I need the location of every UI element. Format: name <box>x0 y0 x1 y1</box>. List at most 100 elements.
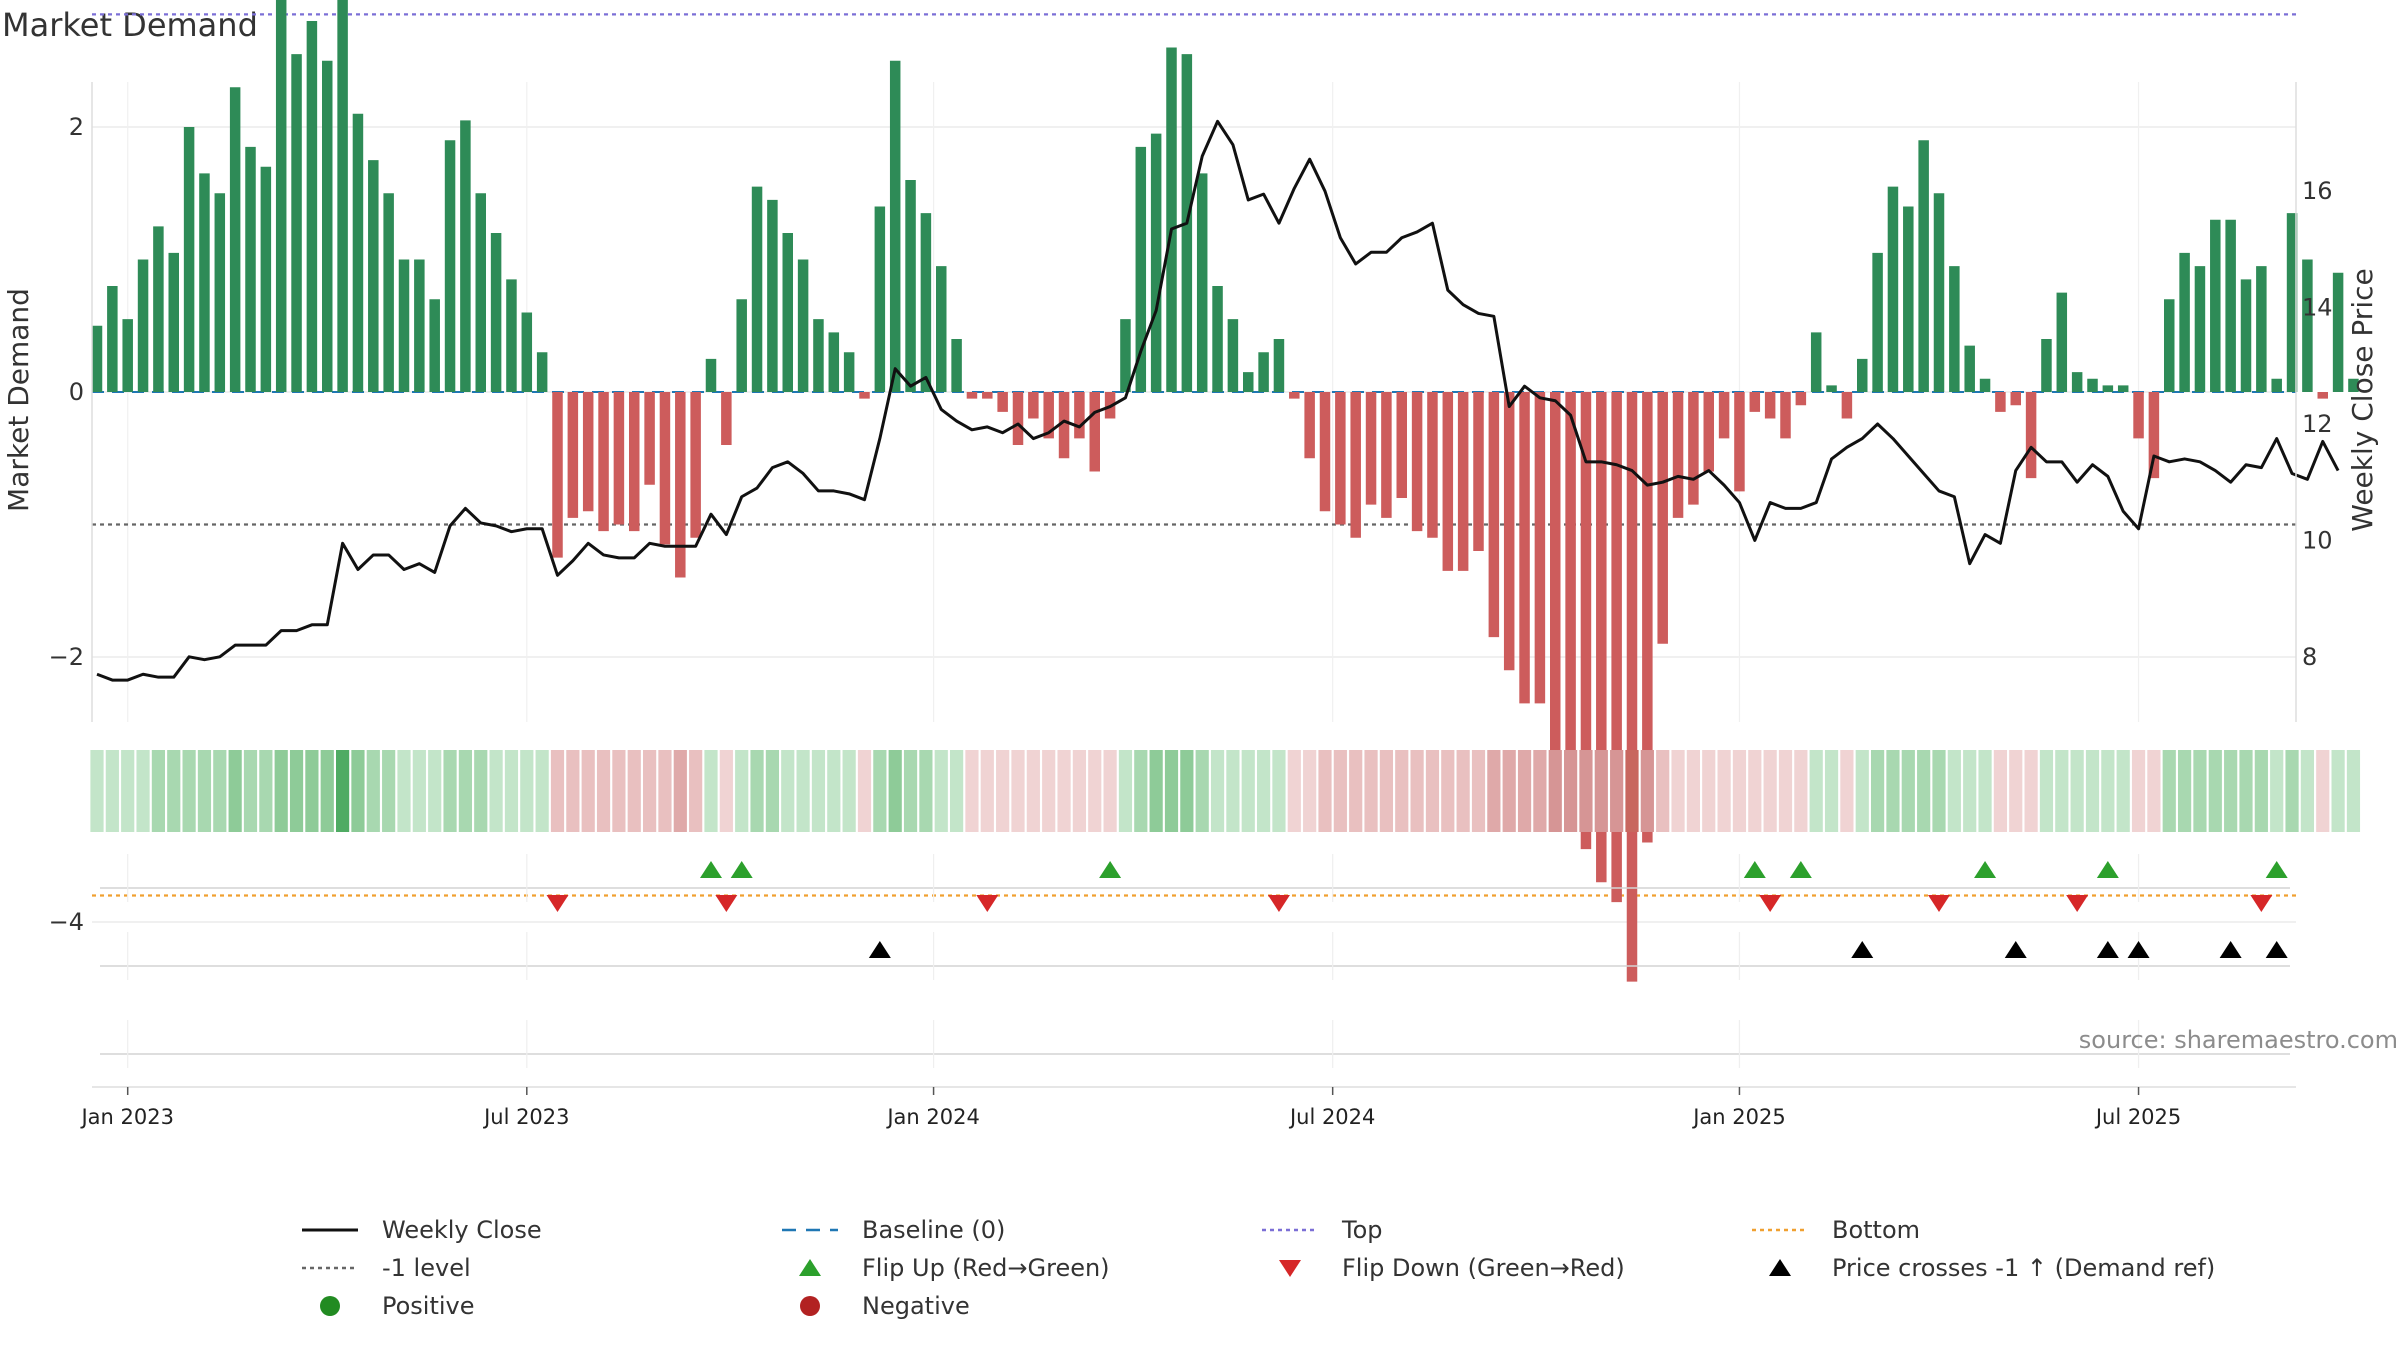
strip-cell <box>2270 750 2284 832</box>
strip-cell <box>811 750 826 832</box>
demand-bar <box>797 259 809 392</box>
strip-cell <box>1579 750 1593 832</box>
y-tick-label: −4 <box>49 908 84 936</box>
demand-bar <box>1150 133 1162 393</box>
strip-cell <box>320 750 334 832</box>
demand-bar <box>1135 146 1147 393</box>
demand-bar <box>1795 392 1807 406</box>
demand-bar <box>429 299 440 392</box>
strip-cell <box>1686 750 1700 832</box>
strip-cell <box>2331 750 2345 832</box>
strip-cell <box>458 750 472 832</box>
strip-cell <box>167 750 181 832</box>
demand-bar <box>1826 385 1837 393</box>
price-cross-marker <box>2004 941 2027 958</box>
legend-label: Flip Up (Red→Green) <box>862 1254 1110 1282</box>
strip-cell <box>1993 750 2007 832</box>
weekly-close-line <box>96 119 2340 682</box>
demand-bar <box>1166 47 1177 392</box>
strip-cell <box>1257 750 1271 832</box>
strip-cell <box>1195 750 1209 832</box>
strip-cell <box>1103 750 1117 832</box>
demand-bar <box>2302 259 2313 392</box>
demand-bar <box>1550 392 1561 757</box>
legend-item-minus-one-level: -1 level <box>300 1253 471 1283</box>
demand-bar <box>644 392 655 485</box>
demand-bar <box>1258 352 1269 392</box>
legend-item-flip-up: Flip Up (Red→Green) <box>780 1253 1110 1283</box>
demand-bar <box>552 392 563 558</box>
strip-cell <box>151 750 165 832</box>
demand-bar <box>1534 392 1546 704</box>
strip-cell <box>1303 750 1317 832</box>
legend-label: -1 level <box>382 1254 471 1282</box>
strip-cell <box>2193 750 2207 832</box>
demand-bars <box>91 0 2359 982</box>
flip-down-marker <box>976 895 999 912</box>
strip-cell <box>934 750 948 832</box>
demand-bar <box>874 206 886 392</box>
flip-up-marker <box>1789 861 1812 878</box>
legend: Weekly Close Baseline (0) Top Bottom -1 leve… <box>300 1215 2280 1335</box>
strip-cell <box>689 750 703 832</box>
demand-bar <box>1120 319 1131 393</box>
strip-cell <box>274 750 288 832</box>
demand-bar <box>1565 392 1576 830</box>
x-tick-label: Jan 2025 <box>1691 1105 1786 1129</box>
flip-down-marker <box>2066 895 2089 912</box>
demand-bar <box>2179 252 2190 393</box>
flip-up-marker <box>1099 861 1122 878</box>
demand-bar <box>936 266 947 393</box>
strip-cell <box>1349 750 1363 832</box>
strip-cell <box>842 750 856 832</box>
strip-cell <box>1886 750 1900 832</box>
legend-label: Price crosses -1 ↑ (Demand ref) <box>1832 1254 2216 1282</box>
strip-cell <box>2316 750 2330 832</box>
strip-cell <box>1164 750 1179 832</box>
reference-lines <box>92 13 2296 897</box>
demand-bar <box>1473 392 1484 551</box>
strip-cell <box>1210 750 1225 832</box>
demand-bar <box>2117 385 2129 393</box>
strip-cell <box>704 750 718 832</box>
legend-symbol-tri-down <box>1260 1253 1320 1283</box>
demand-bar <box>1273 339 1285 392</box>
y2-tick-label: 10 <box>2302 526 2333 554</box>
demand-bar <box>2010 392 2021 406</box>
legend-label: Positive <box>382 1292 475 1320</box>
demand-bar <box>690 392 701 538</box>
flip-down-marker <box>1267 895 1290 912</box>
demand-bar <box>490 233 502 392</box>
demand-bar <box>1381 392 1392 518</box>
strip-cell <box>796 750 810 832</box>
strip-cell <box>1425 750 1440 832</box>
strip-cell <box>1610 750 1624 832</box>
demand-bar <box>1841 392 1853 419</box>
legend-label: Flip Down (Green→Red) <box>1342 1254 1625 1282</box>
strip-cell <box>504 750 519 832</box>
strip-cell <box>305 750 319 832</box>
legend-symbol-line-dot <box>300 1253 360 1283</box>
y-tick-label: −2 <box>49 643 84 671</box>
demand-bar <box>859 392 870 399</box>
demand-bar <box>1949 266 1960 393</box>
demand-bar <box>2332 272 2344 392</box>
legend-symbol-line-solid <box>300 1215 360 1245</box>
strip-cell <box>1134 750 1148 832</box>
strip-cell <box>90 750 104 832</box>
demand-bar <box>782 233 793 392</box>
strip-cell <box>1963 750 1977 832</box>
demand-bar <box>2256 266 2267 393</box>
demand-bar <box>2240 279 2252 393</box>
flip-down-marker <box>1759 895 1782 912</box>
strip-cell <box>1026 750 1040 832</box>
demand-bar <box>2194 266 2206 393</box>
demand-bar <box>1688 392 1699 505</box>
demand-bar <box>1503 392 1515 671</box>
demand-bar <box>229 87 241 392</box>
strip-cell <box>627 750 641 832</box>
legend-item-bottom: Bottom <box>1750 1215 1920 1245</box>
legend-item-negative: Negative <box>780 1291 970 1321</box>
demand-bar <box>1427 392 1438 538</box>
demand-bar <box>352 113 364 392</box>
